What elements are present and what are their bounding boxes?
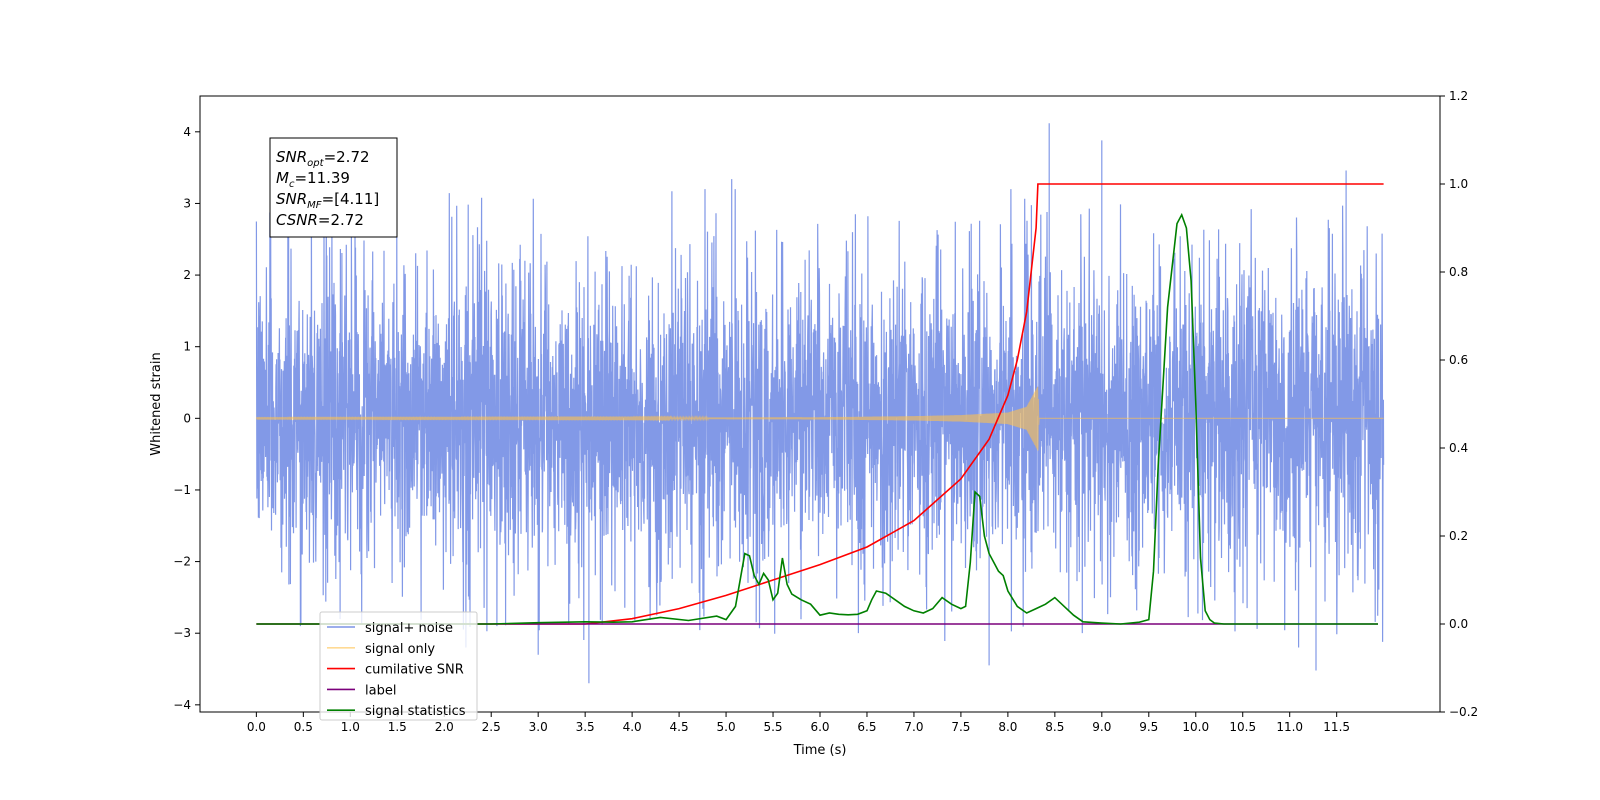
- legend-entry: signal only: [365, 642, 435, 657]
- legend-entry: cumilative SNR: [365, 663, 464, 678]
- x-tick-label: 4.5: [670, 720, 689, 734]
- legend-entry: signal statistics: [365, 704, 466, 719]
- y-tick-label: 3: [183, 196, 191, 210]
- y-tick-label: −2: [173, 555, 191, 569]
- y2-tick-label: 1.0: [1449, 177, 1468, 191]
- legend-entry: signal+ noise: [365, 621, 453, 636]
- x-tick-label: 7.0: [904, 720, 923, 734]
- y-axis-label: Whitened strain: [149, 352, 164, 455]
- x-tick-label: 2.0: [435, 720, 454, 734]
- series-signal-noise: [255, 123, 1385, 684]
- legend: signal+ noise signal only cumilative SNR la…: [319, 611, 478, 721]
- x-tick-label: 1.5: [388, 720, 407, 734]
- y-tick-label: −4: [173, 698, 191, 712]
- y2-tick-label: −0.2: [1449, 705, 1478, 719]
- x-tick-label: 8.0: [998, 720, 1017, 734]
- x-tick-label: 7.5: [951, 720, 970, 734]
- y2-tick-label: 0.4: [1449, 441, 1468, 455]
- x-tick-label: 10.0: [1182, 720, 1209, 734]
- x-tick-label: 3.5: [576, 720, 595, 734]
- y-tick-label: 0: [183, 411, 191, 425]
- annotation-line: SNRMF=[4.11]: [276, 190, 379, 211]
- y-tick-label: −1: [173, 483, 191, 497]
- x-tick-label: 11.0: [1276, 720, 1303, 734]
- annotation-line: SNRopt=2.72: [276, 148, 370, 169]
- y-tick-label: 2: [183, 268, 191, 282]
- annotation-line: CSNR=2.72: [276, 211, 364, 229]
- x-tick-label: 5.0: [717, 720, 736, 734]
- x-tick-label: 6.0: [810, 720, 829, 734]
- y2-tick-label: 0.6: [1449, 353, 1468, 367]
- x-tick-label: 10.5: [1229, 720, 1256, 734]
- x-tick-label: 5.5: [763, 720, 782, 734]
- y2-tick-label: 0.0: [1449, 617, 1468, 631]
- y2-tick-label: 1.2: [1449, 89, 1468, 103]
- x-tick-label: 3.0: [529, 720, 548, 734]
- x-tick-label: 4.0: [623, 720, 642, 734]
- y-tick-label: 1: [183, 340, 191, 354]
- y2-tick-label: 0.2: [1449, 529, 1468, 543]
- x-axis-label: Time (s): [793, 743, 847, 758]
- x-tick-label: 9.0: [1092, 720, 1111, 734]
- x-tick-label: 11.5: [1323, 720, 1350, 734]
- legend-entry: label: [365, 683, 396, 698]
- y-tick-label: 4: [183, 125, 191, 139]
- x-tick-label: 1.0: [341, 720, 360, 734]
- y-tick-label: −3: [173, 626, 191, 640]
- series-signal-statistics: [256, 212, 1378, 625]
- annotation-line: Mc=11.39: [276, 169, 350, 190]
- x-tick-label: 6.5: [857, 720, 876, 734]
- x-tick-label: 9.5: [1139, 720, 1158, 734]
- x-tick-label: 8.5: [1045, 720, 1064, 734]
- series-cumulative-snr: [256, 183, 1384, 625]
- x-tick-label: 0.5: [294, 720, 313, 734]
- y2-tick-label: 0.8: [1449, 265, 1468, 279]
- x-tick-label: 2.5: [482, 720, 501, 734]
- x-tick-label: 0.0: [247, 720, 266, 734]
